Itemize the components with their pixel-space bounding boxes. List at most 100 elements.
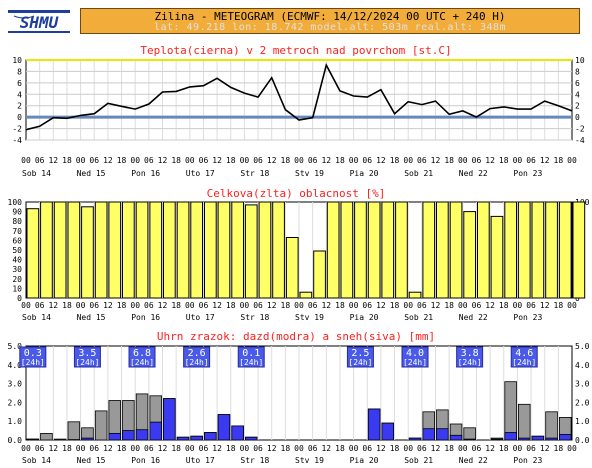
daily-total-unit: [24h] — [403, 358, 427, 367]
cloud-bar — [490, 215, 504, 299]
daily-total-unit: [24h] — [21, 358, 45, 367]
cloud-hour-label: 12 — [485, 301, 495, 310]
daily-total-badge — [73, 346, 101, 368]
temp-day-label: Sob 21 — [404, 169, 433, 178]
cloud-bar — [326, 201, 340, 299]
temp-hour-label: 00 — [567, 156, 577, 165]
snow-bar — [53, 438, 67, 441]
precip-hour-label: 00 — [567, 444, 577, 453]
temp-hour-label: 18 — [444, 156, 454, 165]
daily-total-value: 3.5 — [78, 348, 96, 359]
cloud-bar — [244, 204, 258, 299]
cloud-hour-label: 06 — [417, 301, 427, 310]
temp-hour-label: 18 — [171, 156, 181, 165]
cloud-day-label: Pon 23 — [513, 313, 542, 322]
precip-hour-label: 00 — [294, 444, 304, 453]
cloud-bar — [285, 237, 299, 299]
precip-hour-label: 18 — [554, 444, 564, 453]
precip-hour-label: 00 — [76, 444, 86, 453]
rain-bar — [135, 429, 149, 441]
cloud-bar — [94, 201, 108, 299]
cloud-bar — [381, 201, 395, 299]
temp-hour-label: 06 — [472, 156, 482, 165]
temp-hour-label: 00 — [349, 156, 359, 165]
temp-ytick-left: 4 — [17, 90, 22, 99]
precip-hour-label: 18 — [390, 444, 400, 453]
temp-hour-label: 18 — [226, 156, 236, 165]
cloud-bar — [449, 201, 463, 299]
temp-ytick-right: 4 — [575, 90, 580, 99]
temp-day-label: Pon 16 — [131, 169, 160, 178]
cloud-ytick-left: 100 — [8, 198, 23, 207]
temp-ytick-left: 10 — [12, 56, 22, 65]
precip-hour-label: 06 — [35, 444, 45, 453]
temp-ytick-left: 8 — [17, 67, 22, 76]
daily-total-unit: [24h] — [512, 358, 536, 367]
precip-hour-label: 18 — [62, 444, 72, 453]
cloud-ytick-left: 40 — [12, 256, 22, 265]
precip-hour-label: 00 — [349, 444, 359, 453]
rain-bar — [504, 432, 517, 441]
precip-hour-label: 18 — [499, 444, 509, 453]
cloud-day-label: Stv 19 — [295, 313, 324, 322]
meteogram-header: Zilina - METEOGRAM (ECMWF: 14/12/2024 00… — [80, 8, 580, 34]
precip-hour-label: 00 — [458, 444, 468, 453]
cloud-hour-label: 00 — [513, 301, 523, 310]
cloud-hour-label: 06 — [526, 301, 536, 310]
temp-hour-label: 00 — [240, 156, 250, 165]
precip-ytick-right: 5.0 — [575, 342, 590, 351]
rain-bar — [531, 435, 545, 441]
temp-hour-label: 06 — [35, 156, 45, 165]
cloud-day-label: Sob 14 — [22, 313, 51, 322]
daily-total-unit: [24h] — [75, 358, 99, 367]
precip-hour-label: 18 — [226, 444, 236, 453]
rain-bar — [231, 425, 244, 441]
cloud-bar — [504, 201, 517, 299]
cloud-hour-label: 12 — [103, 301, 113, 310]
temp-hour-label: 12 — [103, 156, 113, 165]
temp-ytick-right: 6 — [575, 79, 580, 88]
rain-bar — [163, 398, 176, 441]
cloud-hour-label: 00 — [349, 301, 359, 310]
cloud-bar — [231, 201, 245, 299]
cloud-hour-label: 18 — [62, 301, 72, 310]
temp-ytick-right: 2 — [575, 102, 580, 111]
cloud-ytick-left: 10 — [12, 284, 22, 293]
cloud-bar — [340, 201, 354, 299]
precip-hour-label: 12 — [158, 444, 168, 453]
precip-hour-label: 00 — [240, 444, 250, 453]
rain-bar — [190, 435, 203, 441]
rain-bar — [449, 434, 463, 441]
rain-bar — [176, 436, 190, 441]
cloud-hour-label: 06 — [253, 301, 263, 310]
cloud-bar — [122, 201, 135, 299]
precip-ytick-left: 4.0 — [8, 361, 23, 370]
cloud-bar — [545, 201, 558, 299]
cloud-bar — [367, 201, 381, 299]
temp-hour-label: 06 — [144, 156, 154, 165]
precip-day-label: Pon 16 — [131, 456, 160, 465]
cloud-day-label: Pon 16 — [131, 313, 160, 322]
temp-hour-label: 18 — [117, 156, 127, 165]
cloud-bar — [463, 211, 476, 299]
temp-hour-label: 06 — [199, 156, 209, 165]
cloud-bar — [408, 291, 422, 299]
daily-total-unit: [24h] — [458, 358, 482, 367]
precip-hour-label: 12 — [431, 444, 441, 453]
cloud-bar — [217, 201, 231, 299]
rain-bar — [381, 422, 394, 441]
temp-ytick-left: 6 — [17, 79, 22, 88]
cloud-hour-label: 18 — [171, 301, 181, 310]
daily-total-value: 2.6 — [188, 348, 206, 359]
daily-total-unit: [24h] — [348, 358, 372, 367]
daily-total-unit: [24h] — [130, 358, 154, 367]
cloud-ytick-left: 0 — [17, 294, 22, 303]
precip-hour-label: 06 — [144, 444, 154, 453]
precip-ytick-right: 0.0 — [575, 436, 590, 445]
precip-hour-label: 00 — [130, 444, 140, 453]
temp-day-label: Pia 20 — [350, 169, 379, 178]
cloud-bar — [299, 291, 313, 299]
cloud-hour-label: 18 — [444, 301, 454, 310]
cloud-ytick-left: 90 — [12, 208, 22, 217]
cloud-ytick-left: 20 — [12, 275, 22, 284]
